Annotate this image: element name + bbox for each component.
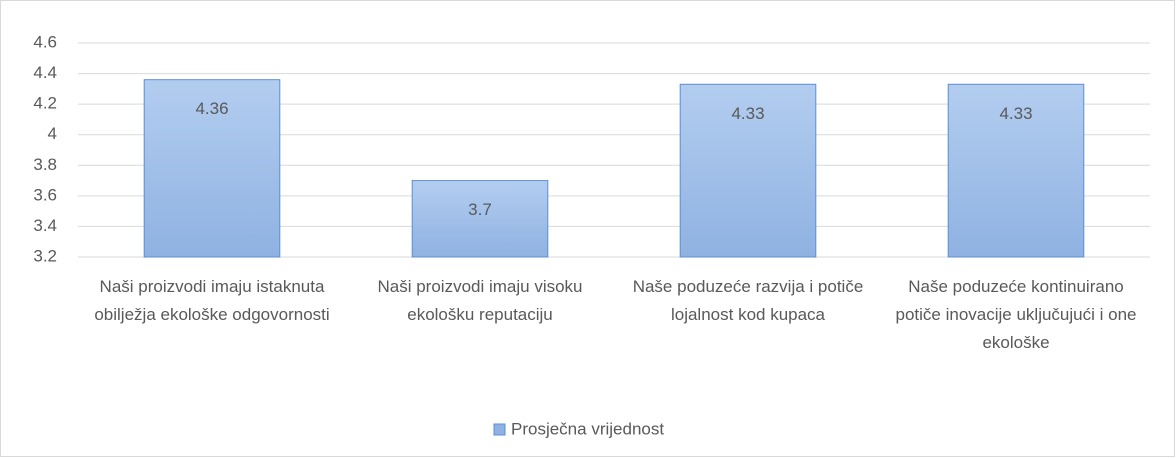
data-label: 4.36 (195, 99, 228, 118)
bar (411, 180, 549, 258)
y-tick-label: 4 (48, 124, 57, 143)
y-tick-label: 3.2 (33, 246, 57, 265)
legend-swatch (493, 423, 506, 436)
x-tick-label: Naše poduzeće razvija i potiče lojalnost… (632, 277, 864, 324)
legend-label: Prosječna vrijednost (511, 419, 664, 438)
bar (143, 79, 281, 258)
y-tick-label: 4.2 (33, 94, 57, 113)
legend: Prosječna vrijednost (493, 419, 664, 438)
y-tick-label: 3.8 (33, 155, 57, 174)
y-tick-label: 3.6 (33, 185, 57, 204)
x-tick-label: Naši proizvodi imaju visoku ekološku rep… (377, 277, 583, 324)
y-tick-label: 3.4 (33, 216, 57, 235)
y-tick-label: 4.4 (33, 63, 57, 82)
y-tick-label: 4.6 (33, 32, 57, 51)
x-tick-label: Naši proizvodi imaju istaknuta obilježja… (94, 277, 330, 324)
bar (947, 83, 1085, 258)
data-label: 3.7 (468, 200, 492, 219)
data-label: 4.33 (731, 104, 764, 123)
bar (679, 83, 817, 258)
x-tick-label: Naše poduzeće kontinuirano potiče inovac… (895, 277, 1137, 352)
data-label: 4.33 (999, 104, 1032, 123)
